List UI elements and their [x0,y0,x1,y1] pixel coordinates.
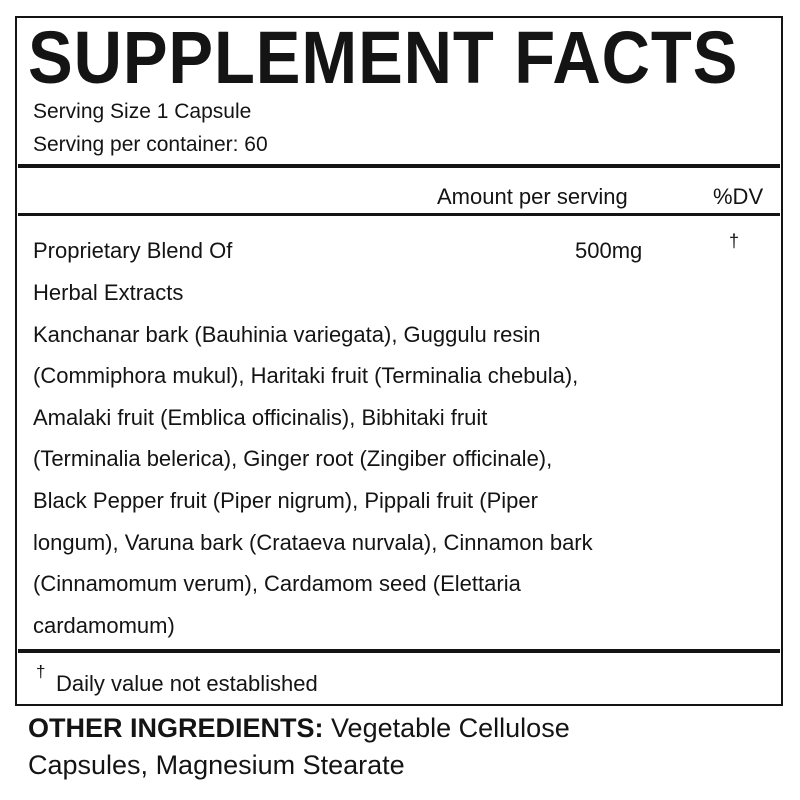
blend-amount: 500mg [575,238,643,263]
other-ingredients-line-2: Capsules, Magnesium Stearate [28,750,405,780]
ingredient-line: Amalaki fruit (Emblica officinalis), Bib… [33,405,488,430]
ingredient-line: Black Pepper fruit (Piper nigrum), Pippa… [33,488,538,513]
servings-per-container: Serving per container: 60 [33,133,268,156]
footnote-text: Daily value not established [56,671,318,696]
footnote-divider [18,649,780,653]
ingredient-line: (Terminalia belerica), Ginger root (Zing… [33,446,553,471]
ingredient-line: longum), Varuna bark (Crataeva nurvala),… [33,530,593,555]
ingredient-line: (Commiphora mukul), Haritaki fruit (Term… [33,363,579,388]
serving-size: Serving Size 1 Capsule [33,100,252,123]
header-divider [18,213,780,216]
ingredient-line: cardamomum) [33,613,175,638]
other-ingredients-text: Vegetable Cellulose [331,713,570,743]
other-ingredients-label: OTHER INGREDIENTS: [28,713,324,743]
ingredient-line: Kanchanar bark (Bauhinia variegata), Gug… [33,322,541,347]
other-ingredients-line-1: OTHER INGREDIENTS: Vegetable Cellulose [28,712,570,744]
amount-header: Amount per serving [437,184,628,209]
blend-dv-dagger: † [729,231,740,251]
ingredient-line: (Cinnamomum verum), Cardamom seed (Elett… [33,571,521,596]
blend-name-line: Herbal Extracts [33,280,184,305]
panel-title: SUPPLEMENT FACTS [28,16,739,99]
blend-name-line: Proprietary Blend Of [33,238,233,263]
supplement-facts-panel [15,16,783,706]
footnote-dagger: † [36,662,46,681]
dv-header: %DV [713,184,764,209]
thick-divider [18,164,780,168]
